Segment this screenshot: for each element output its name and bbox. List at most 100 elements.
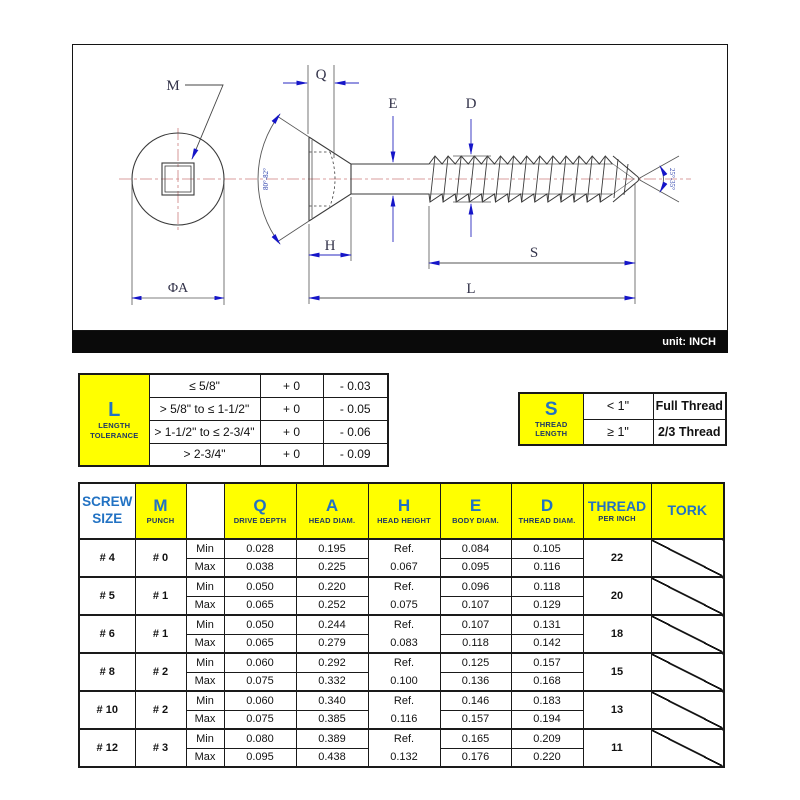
header-a-head-diam: A HEAD DIAM. [295, 482, 369, 540]
header-per-inch: PER INCH [598, 514, 636, 523]
d-max: 0.168 [510, 671, 584, 692]
tork-cell [650, 690, 725, 730]
a-max: 0.332 [295, 671, 369, 692]
tolerance-minus: - 0.03 [322, 373, 389, 398]
a-min: 0.340 [295, 690, 369, 711]
header-d-thread-diam: D THREAD DIAM. [510, 482, 584, 540]
max-label: Max [185, 671, 225, 692]
h-cell: Ref. 0.100 [367, 652, 441, 692]
square-drive-inner [164, 165, 192, 193]
label-h: H [325, 238, 336, 254]
a-min: 0.244 [295, 614, 369, 635]
min-label: Min [185, 690, 225, 711]
header-thread-diam: THREAD DIAM. [518, 515, 576, 525]
dimension-e: E [388, 96, 398, 242]
tolerance-plus: + 0 [259, 373, 324, 398]
d-min: 0.183 [510, 690, 584, 711]
thread-range: ≥ 1" [582, 418, 654, 446]
header-e-body-diam: E BODY DIAM. [439, 482, 512, 540]
head-end-view [131, 132, 225, 226]
punch-value: # 0 [134, 538, 187, 578]
q-min: 0.028 [223, 538, 297, 559]
q-max: 0.095 [223, 747, 297, 768]
d-max: 0.129 [510, 595, 584, 616]
h-value: 0.083 [390, 637, 418, 649]
header-e: E [469, 495, 482, 515]
q-max: 0.075 [223, 671, 297, 692]
a-min: 0.220 [295, 576, 369, 597]
h-cell: Ref. 0.075 [367, 576, 441, 616]
tork-cell [650, 576, 725, 616]
symbol-l: L [108, 399, 121, 422]
e-min: 0.096 [439, 576, 512, 597]
spec-row-max: Max 0.095 0.438 0.176 0.220 [79, 747, 724, 768]
tolerance-minus: - 0.06 [322, 419, 389, 444]
length-tolerance-symbol-cell: L LENGTH TOLERANCE [78, 373, 150, 467]
spec-row-min: # 5 # 1 Min 0.050 0.220 Ref. 0.075 0.096… [78, 576, 725, 616]
spec-row-min: # 8 # 2 Min 0.060 0.292 Ref. 0.100 0.125… [78, 652, 725, 692]
spec-table: SCREW SIZE M PUNCH Q DRIVE DEPTH A HEAD … [78, 482, 725, 768]
a-max: 0.225 [295, 557, 369, 578]
header-d: D [540, 495, 554, 515]
screw-technical-drawing: M ΦA [119, 65, 691, 305]
q-max: 0.038 [223, 557, 297, 578]
q-min: 0.050 [223, 576, 297, 597]
header-head-height: HEAD HEIGHT [377, 515, 431, 525]
label-phi-a: ΦA [168, 281, 189, 296]
head-angle-annotation: 80°-82° [257, 113, 310, 245]
e-max: 0.118 [439, 633, 512, 654]
spec-row-max: Max 0.038 0.225 0.095 0.116 [79, 557, 724, 578]
h-ref: Ref. [393, 543, 415, 555]
h-cell: Ref. 0.116 [367, 690, 441, 730]
threads-per-inch: 13 [582, 690, 652, 730]
tolerance-range: ≤ 5/8" [148, 373, 261, 398]
dimension-d: D [453, 96, 491, 237]
d-min: 0.157 [510, 652, 584, 673]
punch-value: # 2 [134, 652, 187, 692]
spec-row-min: # 4 # 0 Min 0.028 0.195 Ref. 0.067 0.084… [78, 538, 725, 578]
tork-cell [650, 614, 725, 654]
d-max: 0.142 [510, 633, 584, 654]
d-min: 0.131 [510, 614, 584, 635]
spec-row-group: # 4 # 0 Min 0.028 0.195 Ref. 0.067 0.084… [78, 538, 725, 578]
screw-size-value: # 4 [78, 538, 136, 578]
h-ref: Ref. [393, 581, 415, 593]
q-min: 0.050 [223, 614, 297, 635]
e-min: 0.084 [439, 538, 512, 559]
h-cell: Ref. 0.132 [367, 728, 441, 768]
spec-row-group: # 6 # 1 Min 0.050 0.244 Ref. 0.083 0.107… [78, 614, 725, 654]
a-max: 0.385 [295, 709, 369, 730]
h-cell: Ref. 0.067 [367, 538, 441, 578]
q-max: 0.065 [223, 633, 297, 654]
tolerance-range: > 5/8" to ≤ 1-1/2" [148, 396, 261, 421]
header-punch: PUNCH [146, 515, 175, 525]
tolerance-range: > 1-1/2" to ≤ 2-3/4" [148, 419, 261, 444]
screw-size-value: # 12 [78, 728, 136, 768]
header-thread-per-inch: THREAD PER INCH [582, 482, 652, 540]
e-max: 0.095 [439, 557, 512, 578]
q-max: 0.065 [223, 595, 297, 616]
screw-size-value: # 8 [78, 652, 136, 692]
min-label: Min [185, 652, 225, 673]
thread-rule: Full Thread [652, 392, 727, 420]
header-m-punch: M PUNCH [134, 482, 187, 540]
h-value: 0.100 [390, 675, 418, 687]
caption-thread: THREAD [535, 419, 568, 429]
e-min: 0.165 [439, 728, 512, 749]
h-cell: Ref. 0.083 [367, 614, 441, 654]
d-max: 0.194 [510, 709, 584, 730]
dimension-l: L [308, 281, 636, 301]
head-circle [131, 132, 225, 226]
h-ref: Ref. [393, 733, 415, 745]
min-label: Min [185, 728, 225, 749]
min-label: Min [185, 614, 225, 635]
max-label: Max [185, 747, 225, 768]
header-q-drive-depth: Q DRIVE DEPTH [223, 482, 297, 540]
header-tork: TORK [650, 482, 725, 540]
e-min: 0.107 [439, 614, 512, 635]
spec-row-max: Max 0.065 0.252 0.107 0.129 [79, 595, 724, 616]
spec-row-min: # 10 # 2 Min 0.060 0.340 Ref. 0.116 0.14… [78, 690, 725, 730]
tolerance-minus: - 0.05 [322, 396, 389, 421]
screw-size-value: # 5 [78, 576, 136, 616]
